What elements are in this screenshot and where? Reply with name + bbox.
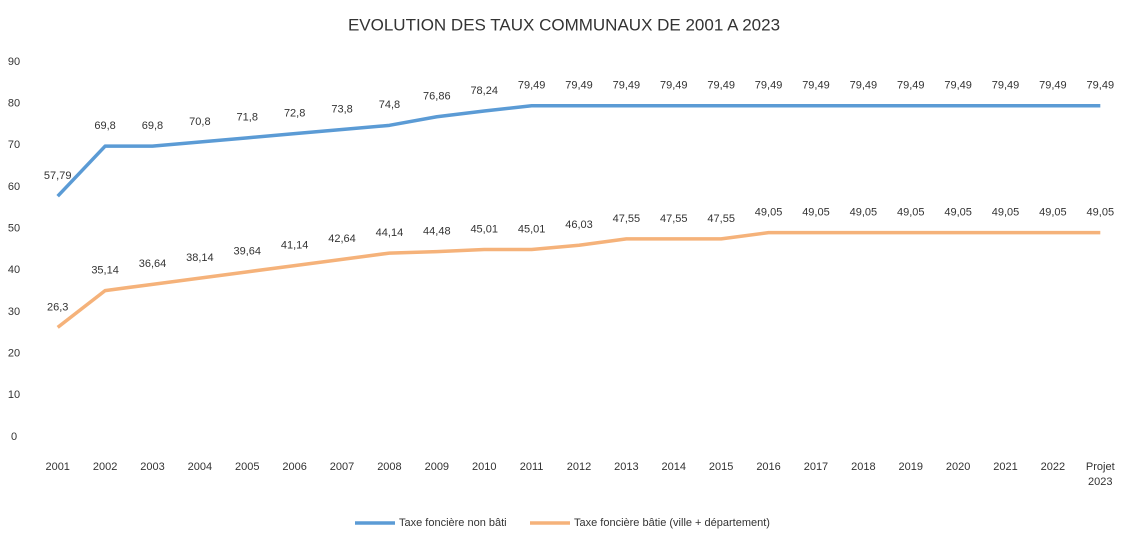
data-label: 41,14 bbox=[281, 239, 309, 251]
y-tick-label: 30 bbox=[8, 306, 20, 318]
y-tick-label: 60 bbox=[8, 181, 20, 193]
x-tick-label: 2021 bbox=[993, 461, 1018, 473]
data-label: 38,14 bbox=[186, 252, 214, 264]
y-tick-label: 10 bbox=[8, 389, 20, 401]
series-line bbox=[56, 104, 1101, 198]
x-tick-label: 2012 bbox=[566, 461, 592, 473]
x-tick-label: 2006 bbox=[282, 461, 307, 473]
x-tick-label: 2016 bbox=[756, 461, 781, 473]
data-label: 35,14 bbox=[91, 264, 119, 276]
data-label: 49,05 bbox=[802, 207, 830, 219]
data-label: 42,64 bbox=[328, 233, 356, 245]
chart-title: EVOLUTION DES TAUX COMMUNAUX DE 2001 A 2… bbox=[348, 15, 780, 34]
data-label: 49,05 bbox=[1039, 207, 1067, 219]
series-line bbox=[56, 230, 1101, 329]
data-label: 49,05 bbox=[755, 207, 783, 219]
legend-label: Taxe foncière bâtie (ville + département… bbox=[574, 517, 770, 529]
data-label: 36,64 bbox=[139, 258, 167, 270]
data-label: 44,48 bbox=[423, 226, 451, 238]
x-tick-label: 2018 bbox=[851, 461, 876, 473]
x-tick-label: 2019 bbox=[898, 461, 923, 473]
x-tick-label: 2002 bbox=[92, 461, 118, 473]
data-label: 79,49 bbox=[992, 80, 1020, 92]
y-tick-label: 0 bbox=[11, 431, 17, 443]
data-label: 39,64 bbox=[233, 246, 261, 258]
x-tick-label: 2009 bbox=[424, 461, 450, 473]
x-tick-label: 2010 bbox=[471, 461, 497, 473]
x-tick-label: 2015 bbox=[708, 461, 734, 473]
x-tick-label: Projet 2023 bbox=[1085, 461, 1115, 488]
x-tick-label: 2011 bbox=[519, 461, 544, 473]
x-tick-label: 2013 bbox=[614, 461, 639, 473]
data-label: 79,49 bbox=[518, 80, 546, 92]
x-tick-label: 2008 bbox=[377, 461, 402, 473]
x-tick-label: 2003 bbox=[140, 461, 165, 473]
data-label: 45,01 bbox=[518, 223, 546, 235]
data-label: 26,3 bbox=[47, 301, 68, 313]
y-tick-label: 70 bbox=[8, 139, 20, 151]
data-label: 49,05 bbox=[850, 207, 878, 219]
data-label: 47,55 bbox=[613, 213, 641, 225]
data-label: 47,55 bbox=[660, 213, 688, 225]
x-tick-label: 2022 bbox=[1040, 461, 1066, 473]
data-label: 69,8 bbox=[142, 120, 163, 132]
data-label: 47,55 bbox=[707, 213, 735, 225]
data-label: 49,05 bbox=[992, 207, 1020, 219]
y-tick-label: 90 bbox=[8, 56, 20, 68]
x-tick-label: 2007 bbox=[329, 461, 355, 473]
data-label: 79,49 bbox=[660, 80, 688, 92]
data-label: 69,8 bbox=[94, 120, 115, 132]
y-tick-label: 20 bbox=[8, 348, 20, 360]
data-label: 76,86 bbox=[423, 91, 451, 103]
data-label: 79,49 bbox=[1039, 80, 1067, 92]
y-tick-label: 40 bbox=[8, 264, 20, 276]
data-label: 78,24 bbox=[470, 85, 498, 97]
data-label: 46,03 bbox=[565, 219, 593, 231]
x-tick-label: 2020 bbox=[945, 461, 971, 473]
data-label: 79,49 bbox=[802, 80, 830, 92]
legend-label: Taxe foncière non bâti bbox=[399, 517, 507, 529]
data-label: 44,14 bbox=[376, 227, 404, 239]
x-tick-label: 2014 bbox=[661, 461, 687, 473]
x-tick-label: 2017 bbox=[803, 461, 829, 473]
data-label: 79,49 bbox=[565, 80, 593, 92]
data-label: 49,05 bbox=[897, 207, 925, 219]
data-label: 79,49 bbox=[613, 80, 641, 92]
data-label: 70,8 bbox=[189, 116, 210, 128]
data-label: 49,05 bbox=[944, 207, 972, 219]
data-label: 79,49 bbox=[897, 80, 925, 92]
data-label: 74,8 bbox=[379, 99, 400, 111]
data-label: 49,05 bbox=[1087, 207, 1115, 219]
data-label: 72,8 bbox=[284, 108, 305, 120]
y-tick-label: 80 bbox=[8, 98, 20, 110]
data-label: 45,01 bbox=[470, 223, 498, 235]
data-label: 73,8 bbox=[331, 103, 352, 115]
data-label: 79,49 bbox=[755, 80, 783, 92]
x-tick-label: 2001 bbox=[45, 461, 70, 473]
data-label: 79,49 bbox=[1087, 80, 1115, 92]
x-tick-label: 2005 bbox=[235, 461, 260, 473]
data-label: 79,49 bbox=[850, 80, 878, 92]
data-label: 79,49 bbox=[944, 80, 972, 92]
data-label: 71,8 bbox=[237, 112, 258, 124]
data-label: 79,49 bbox=[707, 80, 735, 92]
y-tick-label: 50 bbox=[8, 223, 20, 235]
data-label: 57,79 bbox=[44, 170, 72, 182]
x-tick-label: 2004 bbox=[187, 461, 213, 473]
